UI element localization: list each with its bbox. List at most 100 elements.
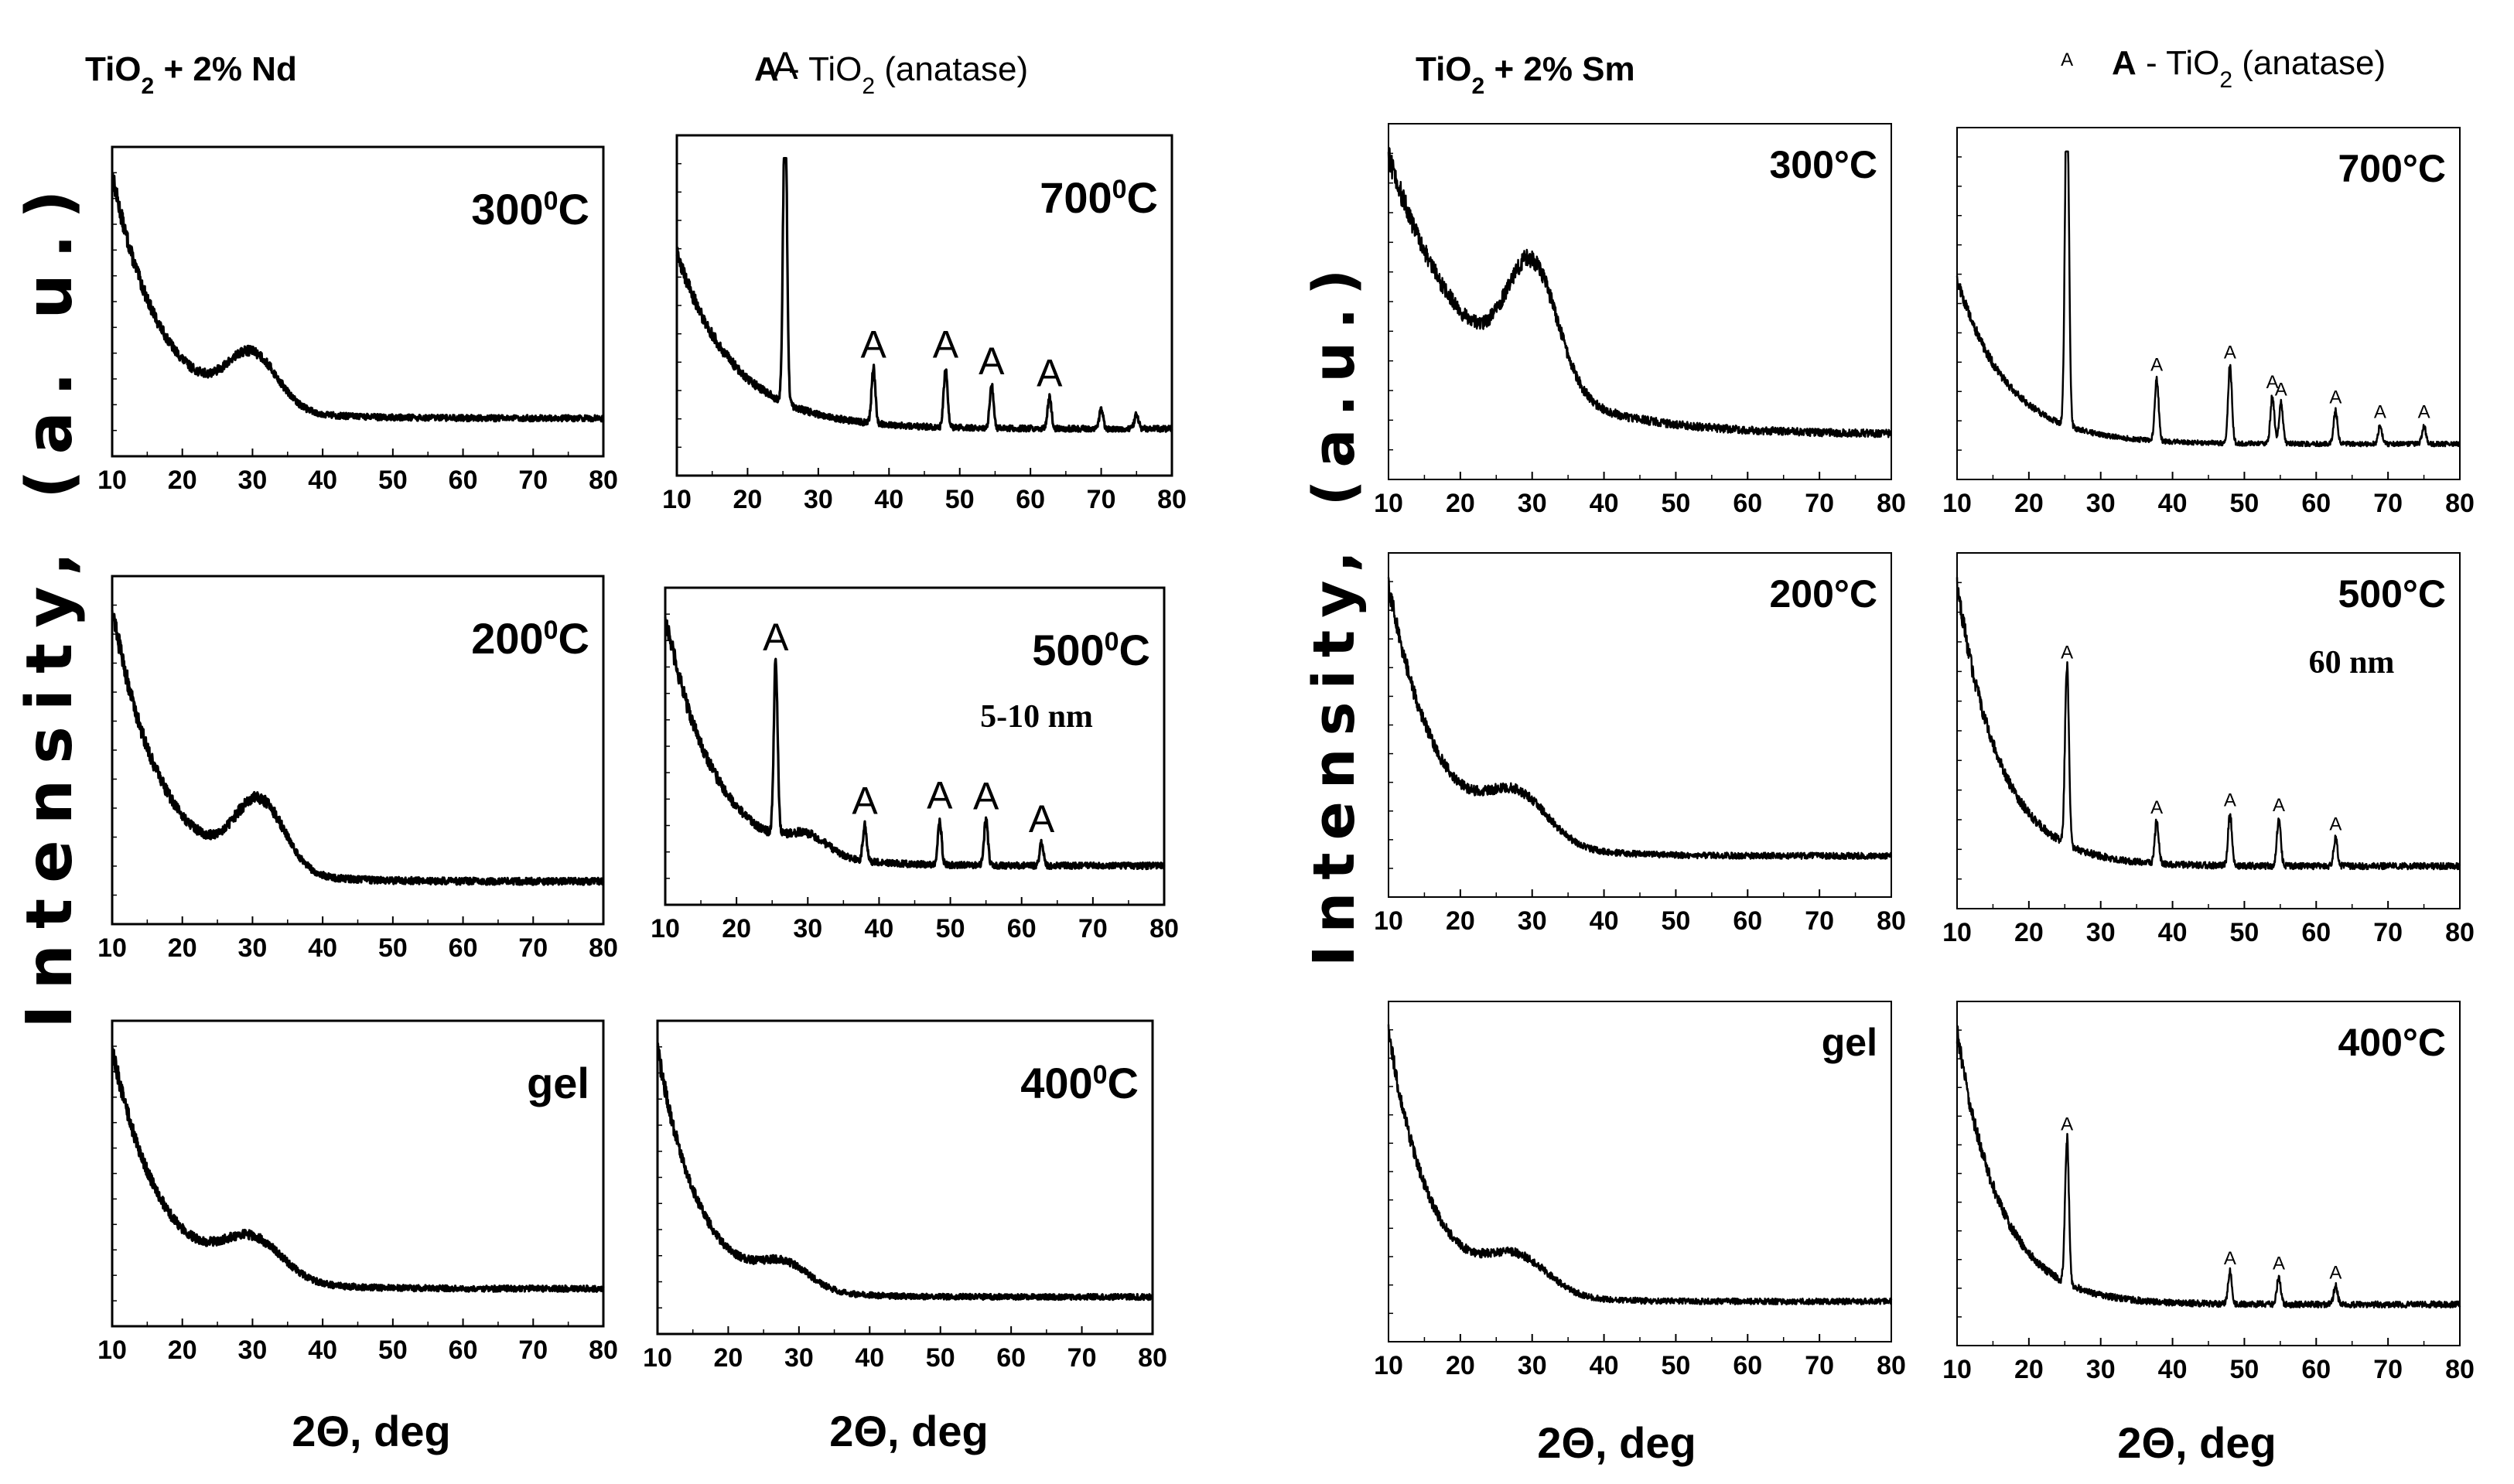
x-tick-label: 40 — [2158, 489, 2188, 518]
peak-label-anatase: A — [2150, 355, 2163, 376]
x-tick-label: 70 — [1805, 1351, 1834, 1380]
x-tick-label: 60 — [2301, 918, 2331, 947]
xrd-trace — [111, 1046, 605, 1293]
peak-label-anatase: A — [1029, 797, 1055, 841]
x-tick-label: 50 — [2230, 489, 2260, 518]
x-tick-label: 20 — [2014, 918, 2044, 947]
x-axis-label-nd-right: 2Θ, deg — [829, 1407, 988, 1455]
x-tick-label: 10 — [97, 1336, 127, 1365]
anatase-legend-right: A - TiO2 (anatase) — [2112, 44, 2386, 93]
xrd-panel-sm_gel: 10 20 30 40 50 60 70 80 gel — [1374, 1001, 1906, 1380]
x-tick-label: 10 — [1942, 489, 1972, 518]
xrd-trace — [111, 610, 605, 886]
x-tick-label: 30 — [1518, 489, 1547, 518]
x-tick-label: 40 — [1590, 906, 1619, 936]
x-tick-label: 50 — [926, 1343, 955, 1373]
peak-label-anatase: A — [2224, 343, 2236, 363]
x-tick-label: 80 — [1138, 1343, 1167, 1373]
peak-label-anatase: A — [2329, 1262, 2342, 1283]
x-tick-label: 60 — [1007, 914, 1037, 943]
peak-label-anatase: A — [2275, 380, 2287, 401]
x-tick-label: 40 — [2158, 1355, 2188, 1384]
x-tick-label: 50 — [378, 1336, 408, 1365]
x-tick-label: 10 — [97, 466, 127, 495]
x-tick-label: 30 — [1518, 1351, 1547, 1380]
x-tick-label: 80 — [2445, 918, 2475, 947]
temperature-label: 7000C — [1040, 173, 1158, 222]
peak-label-anatase: A — [763, 616, 789, 659]
peak-label-anatase: A — [2418, 401, 2430, 422]
x-tick-label: 70 — [2373, 918, 2403, 947]
x-tick-label: 10 — [1374, 489, 1403, 518]
xrd-panel-nd_200: 10 20 30 40 50 60 70 80 2000C — [97, 575, 618, 963]
xrd-trace — [111, 172, 605, 423]
x-tick-label: 40 — [308, 466, 337, 495]
x-tick-label: 20 — [168, 933, 197, 963]
x-tick-label: 20 — [1446, 906, 1475, 936]
y-axis-label-right: Intensity, (a.u.) — [1301, 257, 1368, 967]
x-tick-label: 70 — [1067, 1343, 1097, 1373]
peak-label-anatase: A — [2273, 1253, 2285, 1274]
x-tick-label: 20 — [2014, 489, 2044, 518]
x-axis-label-sm-left: 2Θ, deg — [1537, 1418, 1696, 1467]
x-tick-label: 70 — [1805, 489, 1834, 518]
xrd-trace — [1387, 1024, 1893, 1306]
peak-label-anatase: A — [2266, 372, 2279, 393]
x-tick-label: 70 — [518, 1336, 548, 1365]
xrd-trace — [675, 157, 1173, 433]
x-tick-label: 30 — [1518, 906, 1547, 936]
temperature-label: gel — [1822, 1021, 1877, 1064]
temperature-label: 200°C — [1769, 572, 1877, 616]
temperature-label: 5000C — [1032, 626, 1150, 674]
x-tick-label: 40 — [1590, 1351, 1619, 1380]
x-tick-label: 60 — [2301, 1355, 2331, 1384]
xrd-trace — [1956, 1025, 2461, 1309]
x-tick-label: 30 — [238, 1336, 268, 1365]
x-tick-label: 20 — [722, 914, 751, 943]
x-tick-label: 10 — [662, 485, 692, 514]
x-tick-label: 40 — [308, 933, 337, 963]
x-tick-label: 40 — [865, 914, 894, 943]
x-axis-label-nd-left: 2Θ, deg — [292, 1407, 450, 1455]
x-tick-label: 30 — [784, 1343, 814, 1373]
x-tick-label: 50 — [2230, 918, 2260, 947]
x-tick-label: 80 — [589, 466, 618, 495]
peak-label-anatase: A — [2061, 642, 2073, 663]
xrd-panel-sm_200: 10 20 30 40 50 60 70 80 200°C — [1374, 552, 1906, 936]
x-axis-label-sm-right: 2Θ, deg — [2117, 1418, 2276, 1467]
y-axis-label-left: Intensity, (a. u.) — [13, 175, 87, 1029]
peak-label-anatase: A — [852, 779, 878, 822]
x-tick-label: 70 — [1805, 906, 1834, 936]
x-tick-label: 50 — [945, 485, 975, 514]
xrd-panel-sm_300: 10 20 30 40 50 60 70 80 300°C — [1374, 123, 1906, 518]
x-tick-label: 50 — [1662, 1351, 1691, 1380]
peak-label-anatase: A — [2329, 814, 2342, 835]
x-tick-label: 20 — [733, 485, 763, 514]
x-tick-label: 80 — [589, 1336, 618, 1365]
temperature-label: 4000C — [1020, 1059, 1139, 1107]
xrd-panel-sm_400: 10 20 30 40 50 60 70 80 A A A A 400°C — [1942, 1001, 2475, 1384]
peak-label-anatase: A — [2273, 795, 2285, 816]
peak-label-anatase: A — [979, 339, 1005, 383]
x-tick-label: 60 — [1733, 1351, 1762, 1380]
x-tick-label: 50 — [1662, 489, 1691, 518]
panel-frame — [1388, 1001, 1892, 1342]
peak-label-anatase: A — [2150, 797, 2163, 818]
peak-label-anatase: A — [2224, 790, 2236, 811]
x-tick-label: 10 — [643, 1343, 672, 1373]
xrd-trace — [1956, 150, 2461, 448]
x-tick-label: 30 — [238, 466, 268, 495]
x-tick-label: 70 — [1078, 914, 1108, 943]
xrd-panel-sm_500: 10 20 30 40 50 60 70 80 A A A A A 500°C 60 nm — [1942, 552, 2475, 947]
x-tick-label: 80 — [1157, 485, 1187, 514]
x-tick-label: 60 — [1733, 906, 1762, 936]
x-tick-label: 70 — [2373, 489, 2403, 518]
x-tick-label: 50 — [378, 466, 408, 495]
peak-label-anatase: A — [860, 323, 886, 367]
x-tick-label: 30 — [804, 485, 833, 514]
peak-label-anatase: A — [2061, 49, 2073, 70]
crystallite-size-note: 5-10 nm — [980, 699, 1093, 735]
peak-label-anatase: A — [973, 774, 999, 817]
